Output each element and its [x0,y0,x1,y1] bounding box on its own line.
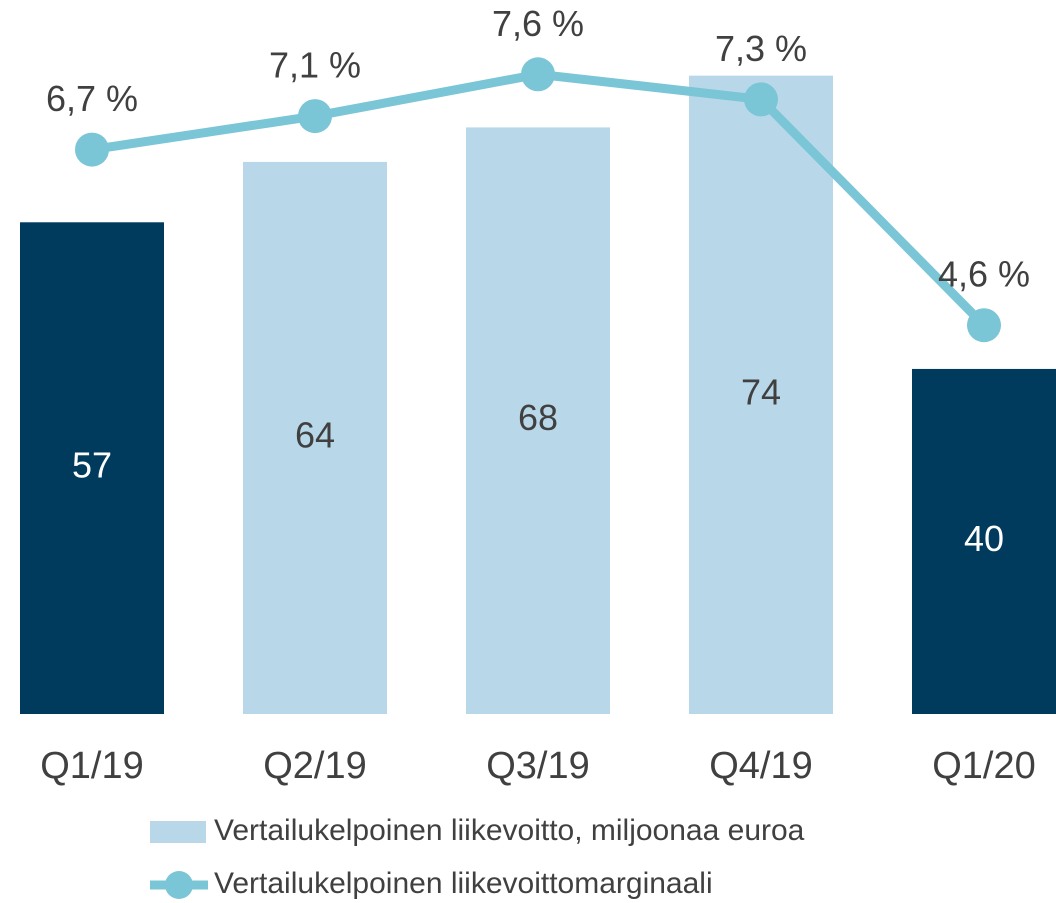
legend-swatch-point [165,871,193,899]
line-value-label: 6,7 % [46,78,138,119]
legend-label: Vertailukelpoinen liikevoittomarginaali [214,867,713,900]
line-point [967,308,1001,343]
bar [689,75,833,715]
legend-swatch [150,821,206,843]
x-tick-label: Q2/19 [263,745,367,787]
line-value-label: 4,6 % [938,254,1030,295]
bar-value-label: 64 [295,414,335,455]
x-tick-label: Q1/19 [40,745,144,787]
bar-value-label: 68 [518,397,558,438]
line-point [744,82,778,117]
bar-value-label: 40 [964,518,1004,559]
x-tick-label: Q3/19 [486,745,590,787]
bar [912,368,1056,714]
x-tick-label: Q1/20 [932,745,1036,787]
legend-label: Vertailukelpoinen liikevoitto, miljoonaa… [214,814,805,847]
x-tick-label: Q4/19 [709,745,813,787]
line-value-label: 7,1 % [269,45,361,86]
bar [466,127,610,715]
line-value-label: 7,3 % [715,28,807,69]
line-value-label: 7,6 % [492,3,584,44]
bar [20,222,164,714]
bar-value-label: 57 [72,445,112,486]
bar-value-label: 74 [741,371,781,412]
bar [243,161,387,714]
line-point [298,99,332,134]
line-point [521,57,555,92]
line-point [75,132,109,167]
